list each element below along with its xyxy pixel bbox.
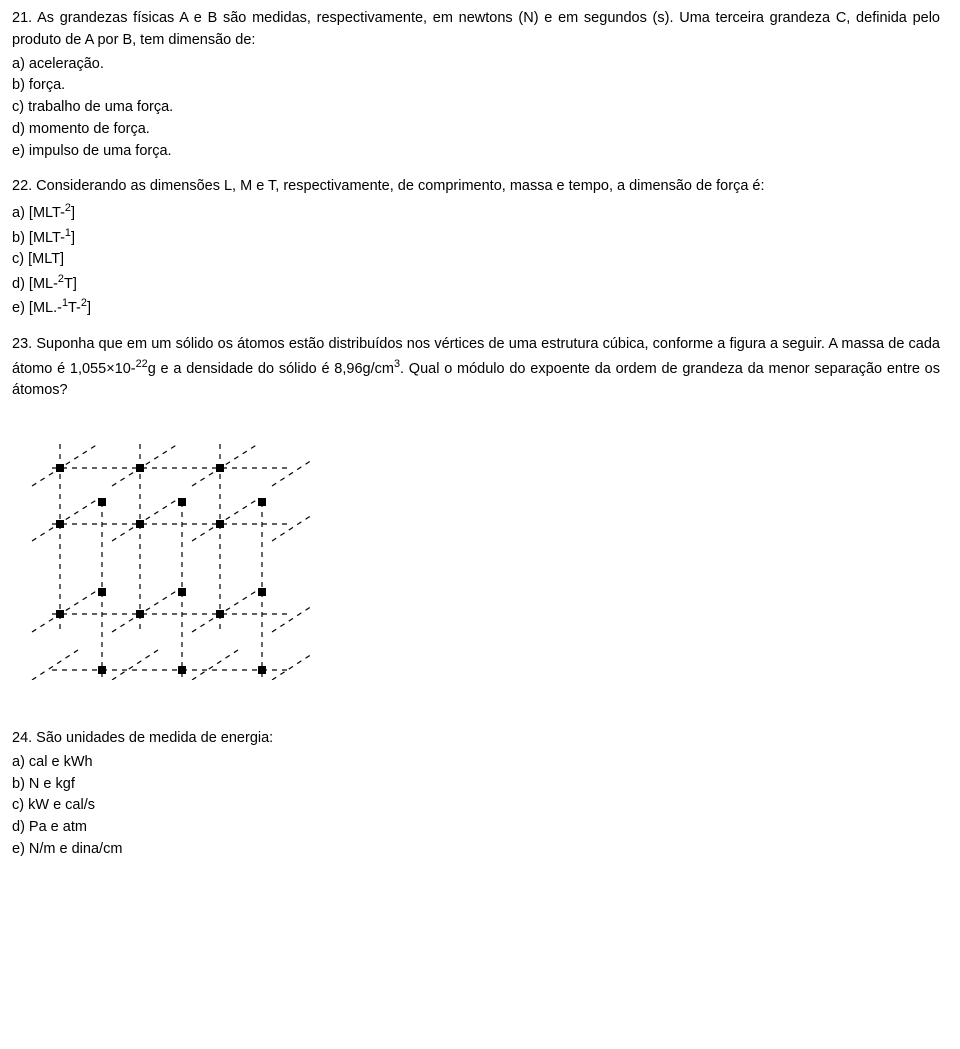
q22-b-post: ] bbox=[71, 229, 75, 245]
q21-option-a: a) aceleração. bbox=[12, 54, 940, 76]
question-24: 24. São unidades de medida de energia: a… bbox=[12, 728, 940, 861]
question-22: 22. Considerando as dimensões L, M e T, … bbox=[12, 176, 940, 320]
question-22-text: 22. Considerando as dimensões L, M e T, … bbox=[12, 176, 940, 198]
q24-option-b: b) N e kgf bbox=[12, 774, 940, 796]
q21-option-b: b) força. bbox=[12, 75, 940, 97]
q24-option-a: a) cal e kWh bbox=[12, 752, 940, 774]
q22-d-pre: d) [ML- bbox=[12, 276, 58, 292]
question-21-options: a) aceleração. b) força. c) trabalho de … bbox=[12, 54, 940, 163]
q22-option-a: a) [MLT-2] bbox=[12, 200, 940, 225]
q22-e-post: ] bbox=[87, 300, 91, 316]
q22-a-pre: a) [MLT- bbox=[12, 205, 65, 221]
q23-text-mid: g e a densidade do sólido é 8,96g/cm bbox=[148, 361, 394, 377]
question-21: 21. As grandezas físicas A e B são medid… bbox=[12, 8, 940, 162]
q21-option-c: c) trabalho de uma força. bbox=[12, 97, 940, 119]
q22-option-c: c) [MLT] bbox=[12, 249, 940, 271]
q22-d-post: T] bbox=[64, 276, 77, 292]
q21-option-d: d) momento de força. bbox=[12, 119, 940, 141]
question-24-text: 24. São unidades de medida de energia: bbox=[12, 728, 940, 750]
q22-option-b: b) [MLT-1] bbox=[12, 225, 940, 250]
cubic-lattice-figure bbox=[12, 424, 312, 680]
q24-option-e: e) N/m e dina/cm bbox=[12, 839, 940, 861]
q23-sup1: 22 bbox=[136, 358, 148, 370]
question-24-options: a) cal e kWh b) N e kgf c) kW e cal/s d)… bbox=[12, 752, 940, 861]
q22-b-pre: b) [MLT- bbox=[12, 229, 65, 245]
question-21-text: 21. As grandezas físicas A e B são medid… bbox=[12, 8, 940, 52]
q22-option-e: e) [ML.-1T-2] bbox=[12, 295, 940, 320]
q24-option-d: d) Pa e atm bbox=[12, 817, 940, 839]
question-22-options: a) [MLT-2] b) [MLT-1] c) [MLT] d) [ML-2T… bbox=[12, 200, 940, 320]
question-23: 23. Suponha que em um sólido os átomos e… bbox=[12, 334, 940, 680]
q24-option-c: c) kW e cal/s bbox=[12, 795, 940, 817]
q22-e-pre: e) [ML.- bbox=[12, 300, 62, 316]
question-23-text: 23. Suponha que em um sólido os átomos e… bbox=[12, 334, 940, 402]
q22-e-mid: T- bbox=[68, 300, 81, 316]
q22-a-post: ] bbox=[71, 205, 75, 221]
q22-option-d: d) [ML-2T] bbox=[12, 271, 940, 296]
q21-option-e: e) impulso de uma força. bbox=[12, 141, 940, 163]
